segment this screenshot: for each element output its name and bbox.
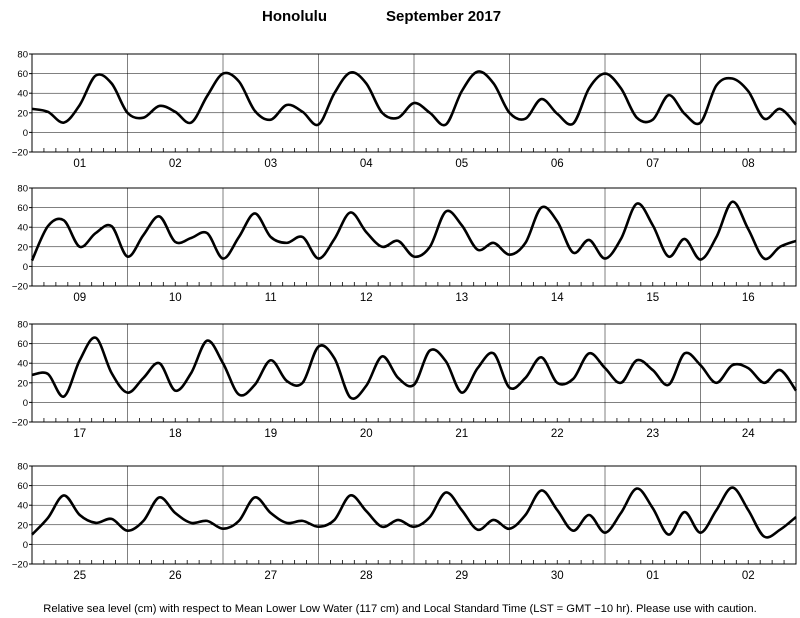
day-label: 27 [264,570,277,582]
day-label: 20 [360,428,373,440]
day-label: 04 [360,158,373,170]
day-label: 06 [551,158,564,170]
y-tick-label: 60 [17,339,28,350]
day-label: 26 [169,570,182,582]
panel-frame [31,323,797,423]
chart-title-location: Honolulu [262,8,327,25]
y-tick-label: 60 [17,203,28,214]
y-tick-label: −20 [12,560,28,571]
tide-curve [30,200,797,262]
tide-panel: 80 60 40 20 0 −20 01 02 03 04 05 06 07 08 [12,50,797,170]
day-label: 07 [646,158,659,170]
chart-title-period: September 2017 [386,8,501,25]
day-label: 01 [646,570,659,582]
day-label: 18 [169,428,182,440]
day-label: 05 [455,158,468,170]
y-tick-label: 20 [17,108,28,119]
y-tick-label: −20 [12,282,28,293]
y-tick-label: 60 [17,481,28,492]
y-tick-label: 20 [17,378,28,389]
day-label: 10 [169,292,182,304]
tide-curve [31,486,797,539]
day-label: 30 [551,570,564,582]
y-tick-label: 0 [23,262,28,273]
day-label: 14 [551,292,564,304]
day-label: 02 [742,570,755,582]
y-tick-label: 20 [17,242,28,253]
tide-curve [31,336,798,400]
y-tick-label: 40 [17,359,28,370]
day-label: 23 [646,428,659,440]
y-tick-label: −20 [12,418,28,429]
tide-panel: 80 60 40 20 0 −20 25 26 27 28 29 30 01 02 [12,462,797,582]
y-tick-label: 80 [17,462,28,473]
day-label: 08 [742,158,755,170]
y-tick-label: −20 [12,148,28,159]
panel-frame [31,465,797,565]
y-tick-label: 20 [17,520,28,531]
day-label: 29 [455,570,468,582]
y-tick-label: 80 [17,50,28,61]
day-label: 01 [73,158,86,170]
chart-footnote: Relative sea level (cm) with respect to … [43,603,756,615]
day-label: 11 [265,292,277,304]
day-label: 19 [264,428,277,440]
day-label: 15 [646,292,659,304]
tide-panels: 80 60 40 20 0 −20 01 02 03 04 05 06 07 08 80 60 40 20 0 −20… [12,50,798,582]
day-label: 12 [360,292,373,304]
panel-frame [31,53,797,153]
y-tick-label: 40 [17,89,28,100]
day-label: 21 [455,428,468,440]
day-label: 22 [551,428,564,440]
tide-panel: 80 60 40 20 0 −20 09 10 11 12 13 14 15 16 [12,184,797,304]
day-label: 17 [73,428,86,440]
y-tick-label: 60 [17,69,28,80]
y-tick-label: 0 [23,128,28,139]
day-label: 03 [264,158,277,170]
panel-frame [31,187,797,287]
day-label: 09 [73,292,86,304]
y-tick-label: 0 [23,540,28,551]
day-label: 25 [73,570,86,582]
day-label: 28 [360,570,373,582]
y-tick-label: 80 [17,184,28,195]
y-tick-label: 40 [17,501,28,512]
y-tick-label: 0 [23,398,28,409]
y-tick-label: 40 [17,223,28,234]
day-label: 16 [742,292,755,304]
day-label: 02 [169,158,182,170]
y-tick-label: 80 [17,320,28,331]
day-label: 24 [742,428,755,440]
tide-panel: 80 60 40 20 0 −20 17 18 19 20 21 22 23 24 [12,320,798,440]
day-label: 13 [455,292,468,304]
tide-curve [31,70,797,127]
